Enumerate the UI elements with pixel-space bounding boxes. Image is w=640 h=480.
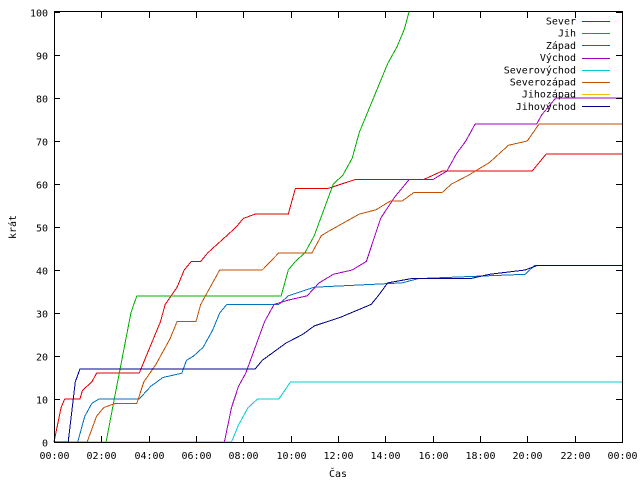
y-tick-label: 50 xyxy=(36,224,48,235)
y-tick-label: 30 xyxy=(36,310,48,321)
y-tick-label: 0 xyxy=(42,439,48,450)
y-axis-label: krát xyxy=(7,215,19,239)
x-tick-label: 12:00 xyxy=(323,451,353,462)
x-tick-label: 22:00 xyxy=(560,451,590,462)
legend-label: Severovýchod xyxy=(504,64,576,76)
y-tick-label: 90 xyxy=(36,52,48,63)
legend-label: Jihozápad xyxy=(522,89,576,101)
y-axis-ticks: 0 10 20 30 40 50 60 70 80 90 100 xyxy=(30,9,622,450)
x-tick-label: 08:00 xyxy=(228,451,258,462)
legend: SeverJihZápadVýchodSeverovýchodSeverozáp… xyxy=(504,17,610,113)
series-line-7 xyxy=(54,265,622,443)
y-tick-label: 10 xyxy=(36,396,48,407)
legend-label: Jih xyxy=(558,29,576,40)
x-tick-label: 00:00 xyxy=(607,451,637,462)
x-tick-label: 04:00 xyxy=(134,451,164,462)
x-tick-label: 14:00 xyxy=(370,451,400,462)
y-tick-label: 70 xyxy=(36,138,48,149)
y-tick-label: 40 xyxy=(36,267,48,278)
series-line-5 xyxy=(54,123,622,443)
x-tick-label: 10:00 xyxy=(276,451,306,462)
series-line-1 xyxy=(54,11,410,443)
y-tick-label: 100 xyxy=(30,9,48,20)
series-line-2 xyxy=(54,265,622,443)
legend-label: Sever xyxy=(546,17,576,28)
series-lines xyxy=(53,11,622,443)
x-tick-label: 00:00 xyxy=(39,451,69,462)
legend-label: Východ xyxy=(540,52,576,64)
x-tick-label: 06:00 xyxy=(181,451,211,462)
y-tick-label: 20 xyxy=(36,353,48,364)
x-tick-label: 18:00 xyxy=(465,451,495,462)
y-tick-label: 80 xyxy=(36,95,48,106)
y-tick-label: 60 xyxy=(36,181,48,192)
series-line-3 xyxy=(54,97,622,443)
legend-label: Západ xyxy=(546,40,576,52)
x-axis-ticks: 00:00 02:00 04:00 06:00 08:00 10:00 12:00 14:00… xyxy=(39,12,638,462)
series-line-4 xyxy=(54,381,622,443)
legend-label: Severozápad xyxy=(510,77,576,89)
x-tick-label: 02:00 xyxy=(86,451,116,462)
x-tick-label: 16:00 xyxy=(418,451,448,462)
legend-label: Jihovýchod xyxy=(516,101,576,113)
x-tick-label: 20:00 xyxy=(512,451,542,462)
x-axis-label: Čas xyxy=(329,467,347,480)
